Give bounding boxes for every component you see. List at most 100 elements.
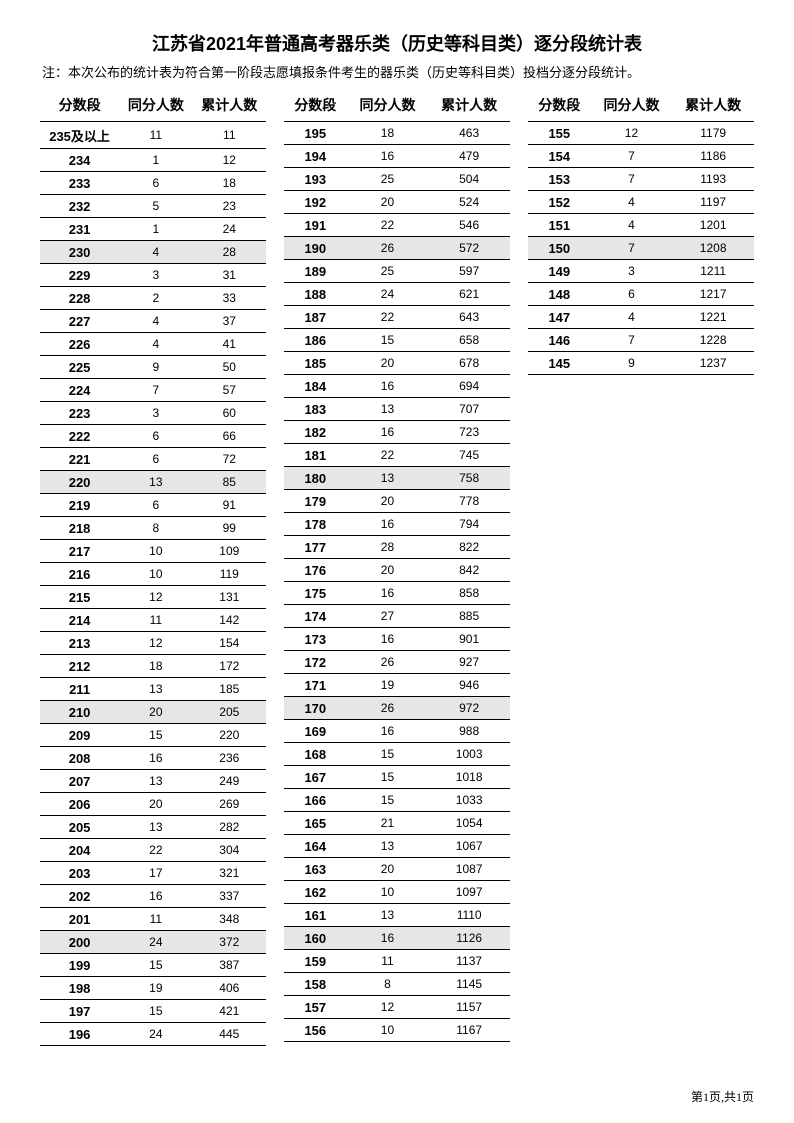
header-score: 分数段 <box>40 91 119 122</box>
table-row: 159111137 <box>284 950 510 973</box>
cell-same: 7 <box>591 168 673 191</box>
table-row: 157121157 <box>284 996 510 1019</box>
cell-same: 15 <box>119 1000 192 1023</box>
cell-score: 201 <box>40 908 119 931</box>
table-row: 20216337 <box>40 885 266 908</box>
cell-cum: 988 <box>428 720 510 743</box>
cell-same: 18 <box>347 122 429 145</box>
cell-same: 22 <box>119 839 192 862</box>
table-row: 17226927 <box>284 651 510 674</box>
cell-same: 20 <box>347 490 429 513</box>
cell-cum: 643 <box>428 306 510 329</box>
cell-same: 4 <box>591 214 673 237</box>
cell-same: 7 <box>591 237 673 260</box>
table-row: 20620269 <box>40 793 266 816</box>
table-row: 19819406 <box>40 977 266 1000</box>
cell-cum: 858 <box>428 582 510 605</box>
table-row: 17026972 <box>284 697 510 720</box>
cell-score: 219 <box>40 494 119 517</box>
cell-cum: 885 <box>428 605 510 628</box>
cell-score: 197 <box>40 1000 119 1023</box>
cell-score: 217 <box>40 540 119 563</box>
cell-cum: 1237 <box>672 352 754 375</box>
header-same: 同分人数 <box>347 91 429 122</box>
cell-score: 162 <box>284 881 347 904</box>
header-cum: 累计人数 <box>428 91 510 122</box>
cell-cum: 421 <box>193 1000 266 1023</box>
cell-same: 3 <box>119 264 192 287</box>
cell-same: 18 <box>119 655 192 678</box>
cell-same: 12 <box>119 586 192 609</box>
cell-same: 28 <box>347 536 429 559</box>
cell-cum: 445 <box>193 1023 266 1046</box>
cell-score: 220 <box>40 471 119 494</box>
table-row: 18615658 <box>284 329 510 352</box>
cell-score: 221 <box>40 448 119 471</box>
cell-same: 20 <box>347 559 429 582</box>
cell-cum: 1186 <box>672 145 754 168</box>
table-row: 19325504 <box>284 168 510 191</box>
column-1: 分数段 同分人数 累计人数 235及以上11112341122336182325… <box>40 91 266 1046</box>
table-row: 18416694 <box>284 375 510 398</box>
cell-cum: 546 <box>428 214 510 237</box>
stats-table-2: 分数段 同分人数 累计人数 19518463194164791932550419… <box>284 91 510 1042</box>
cell-cum: 85 <box>193 471 266 494</box>
table-row: 19715421 <box>40 1000 266 1023</box>
cell-cum: 694 <box>428 375 510 398</box>
cell-cum: 154 <box>193 632 266 655</box>
cell-same: 9 <box>591 352 673 375</box>
cell-cum: 37 <box>193 310 266 333</box>
cell-cum: 1137 <box>428 950 510 973</box>
cell-score: 213 <box>40 632 119 655</box>
cell-cum: 28 <box>193 241 266 264</box>
cell-same: 4 <box>591 306 673 329</box>
cell-cum: 33 <box>193 287 266 310</box>
cell-score: 196 <box>40 1023 119 1046</box>
cell-score: 210 <box>40 701 119 724</box>
cell-cum: 72 <box>193 448 266 471</box>
cell-cum: 723 <box>428 421 510 444</box>
cell-cum: 50 <box>193 356 266 379</box>
cell-same: 10 <box>347 881 429 904</box>
cell-score: 198 <box>40 977 119 1000</box>
table-row: 234112 <box>40 149 266 172</box>
table-row: 19416479 <box>284 145 510 168</box>
table-row: 19220524 <box>284 191 510 214</box>
table-row: 222666 <box>40 425 266 448</box>
cell-score: 171 <box>284 674 347 697</box>
cell-same: 6 <box>119 448 192 471</box>
cell-score: 183 <box>284 398 347 421</box>
cell-cum: 1018 <box>428 766 510 789</box>
cell-score: 145 <box>528 352 591 375</box>
header-same: 同分人数 <box>591 91 673 122</box>
cell-score: 206 <box>40 793 119 816</box>
table-row: 17816794 <box>284 513 510 536</box>
cell-score: 215 <box>40 586 119 609</box>
cell-score: 229 <box>40 264 119 287</box>
cell-same: 16 <box>347 720 429 743</box>
cell-score: 223 <box>40 402 119 425</box>
table-row: 14741221 <box>528 306 754 329</box>
cell-score: 194 <box>284 145 347 168</box>
cell-score: 166 <box>284 789 347 812</box>
cell-score: 218 <box>40 517 119 540</box>
table-row: 14671228 <box>528 329 754 352</box>
cell-score: 147 <box>528 306 591 329</box>
cell-same: 13 <box>347 398 429 421</box>
table-row: 17920778 <box>284 490 510 513</box>
table-row: 18722643 <box>284 306 510 329</box>
table-row: 15371193 <box>528 168 754 191</box>
cell-cum: 12 <box>193 149 266 172</box>
cell-score: 154 <box>528 145 591 168</box>
table-row: 21020205 <box>40 701 266 724</box>
cell-cum: 387 <box>193 954 266 977</box>
table-row: 168151003 <box>284 743 510 766</box>
table-row: 17516858 <box>284 582 510 605</box>
cell-same: 20 <box>119 701 192 724</box>
table-row: 17119946 <box>284 674 510 697</box>
cell-score: 174 <box>284 605 347 628</box>
table-row: 21218172 <box>40 655 266 678</box>
table-row: 235及以上1111 <box>40 122 266 149</box>
cell-same: 8 <box>347 973 429 996</box>
cell-score: 163 <box>284 858 347 881</box>
